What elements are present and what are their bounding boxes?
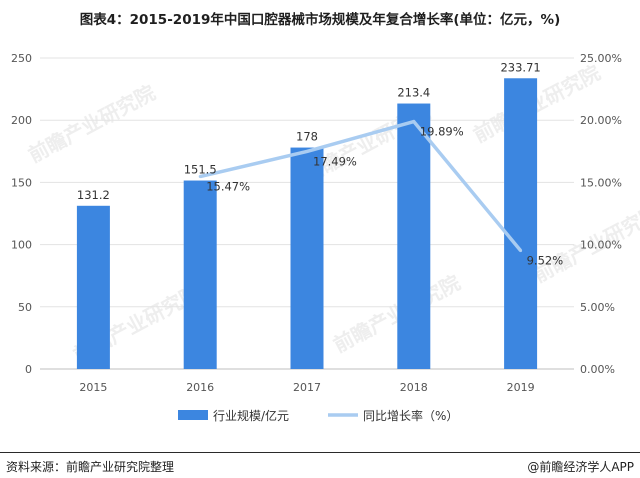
line-point [412, 120, 416, 124]
bar-series [76, 78, 538, 370]
line-value-label: 15.47% [206, 180, 250, 194]
x-tick-label: 2015 [79, 381, 107, 394]
line-value-label: 19.89% [420, 125, 464, 139]
chart-area: 前瞻产业研究院前瞻产业研究院前瞻产业研究院前瞻产业研究院前瞻产业研究院前瞻产业研… [11, 52, 640, 423]
y-left-tick-label: 0 [25, 363, 32, 376]
y-right-tick-label: 15.00% [580, 176, 622, 189]
footer: 资料来源：前瞻产业研究院整理 @前瞻经济学人APP [0, 452, 640, 478]
bar-value-label: 233.71 [500, 60, 540, 74]
y-left-tick-label: 150 [11, 176, 32, 189]
watermark-text: 前瞻产业研究院 [329, 270, 464, 357]
line-value-label: 9.52% [527, 254, 564, 268]
line-point [519, 249, 523, 253]
source-text: 资料来源：前瞻产业研究院整理 [6, 460, 175, 474]
y-left-tick-label: 250 [11, 52, 32, 65]
legend-bar-label: 行业规模/亿元 [213, 408, 289, 423]
x-tick-label: 2018 [400, 381, 428, 394]
growth-line [199, 119, 522, 252]
y-right-tick-label: 20.00% [580, 114, 622, 127]
brand-text: @前瞻经济学人APP [527, 460, 634, 474]
bar [397, 103, 431, 370]
bar-value-label: 178 [296, 130, 318, 144]
bar [290, 147, 324, 369]
y-right-tick-label: 25.00% [580, 52, 622, 65]
x-tick-label: 2016 [186, 381, 214, 394]
axes: 0 50 100 150 200 250 0.00% 5.00% 10.00% 15.00% 20.… [11, 52, 622, 394]
legend: 行业规模/亿元 同比增长率（%） [178, 408, 458, 423]
bar [76, 205, 110, 369]
legend-bar-swatch [178, 410, 208, 420]
data-labels: 131.2 151.5 178 213.4 233.71 15.47% 17.49% 19.8… [77, 60, 563, 267]
line-point [305, 149, 309, 153]
y-right-tick-label: 0.00% [580, 363, 615, 376]
bar-value-label: 213.4 [397, 86, 430, 100]
y-right-tick-label: 5.00% [580, 301, 615, 314]
line-value-label: 17.49% [313, 154, 357, 168]
y-right-tick-label: 10.00% [580, 239, 622, 252]
bar [183, 180, 217, 369]
legend-line-label: 同比增长率（%） [363, 408, 458, 423]
watermark-text: 前瞻产业研究院 [24, 80, 159, 167]
line-point [198, 175, 202, 179]
bar-value-label: 131.2 [77, 188, 110, 202]
chart-title: 图表4：2015-2019年中国口腔器械市场规模及年复合增长率(单位：亿元，%) [79, 12, 561, 28]
y-left-tick-label: 100 [11, 239, 32, 252]
bar-value-label: 151.5 [184, 163, 217, 177]
y-left-tick-label: 200 [11, 114, 32, 127]
bar [504, 78, 538, 369]
line-series [198, 119, 523, 253]
x-tick-label: 2017 [293, 381, 321, 394]
x-tick-label: 2019 [507, 381, 535, 394]
watermark-layer: 前瞻产业研究院前瞻产业研究院前瞻产业研究院前瞻产业研究院前瞻产业研究院前瞻产业研… [24, 60, 640, 367]
y-left-tick-label: 50 [18, 301, 32, 314]
